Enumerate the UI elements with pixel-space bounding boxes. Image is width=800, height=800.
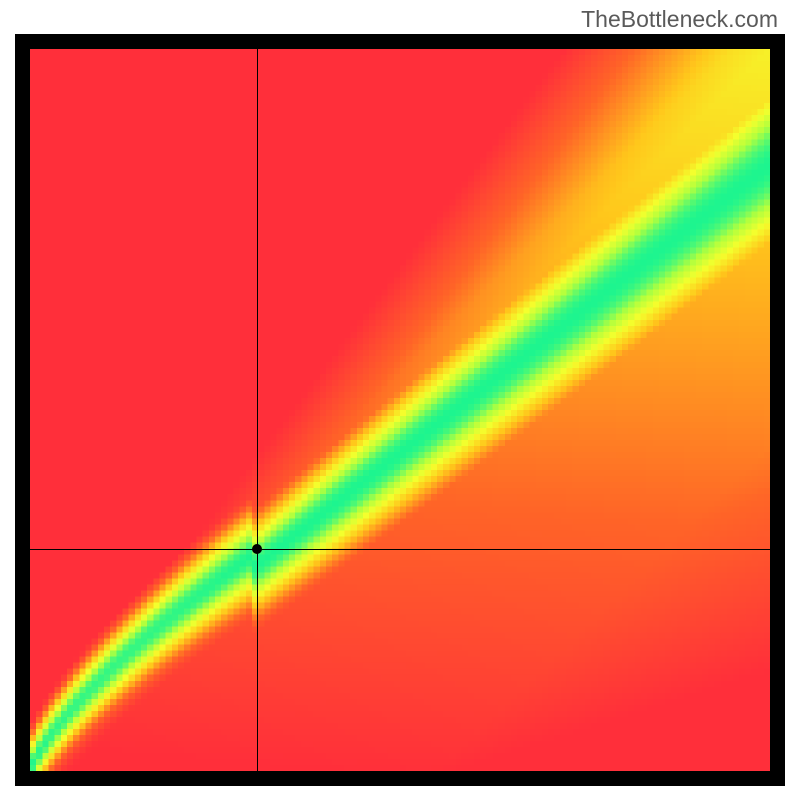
crosshair-vertical	[257, 49, 258, 771]
watermark-text: TheBottleneck.com	[581, 6, 778, 33]
crosshair-horizontal	[30, 549, 770, 550]
figure-container: TheBottleneck.com	[0, 0, 800, 800]
plot-outer-border	[15, 34, 785, 786]
heatmap-canvas	[30, 49, 770, 771]
operating-point-marker	[252, 544, 262, 554]
plot-area	[30, 49, 770, 771]
